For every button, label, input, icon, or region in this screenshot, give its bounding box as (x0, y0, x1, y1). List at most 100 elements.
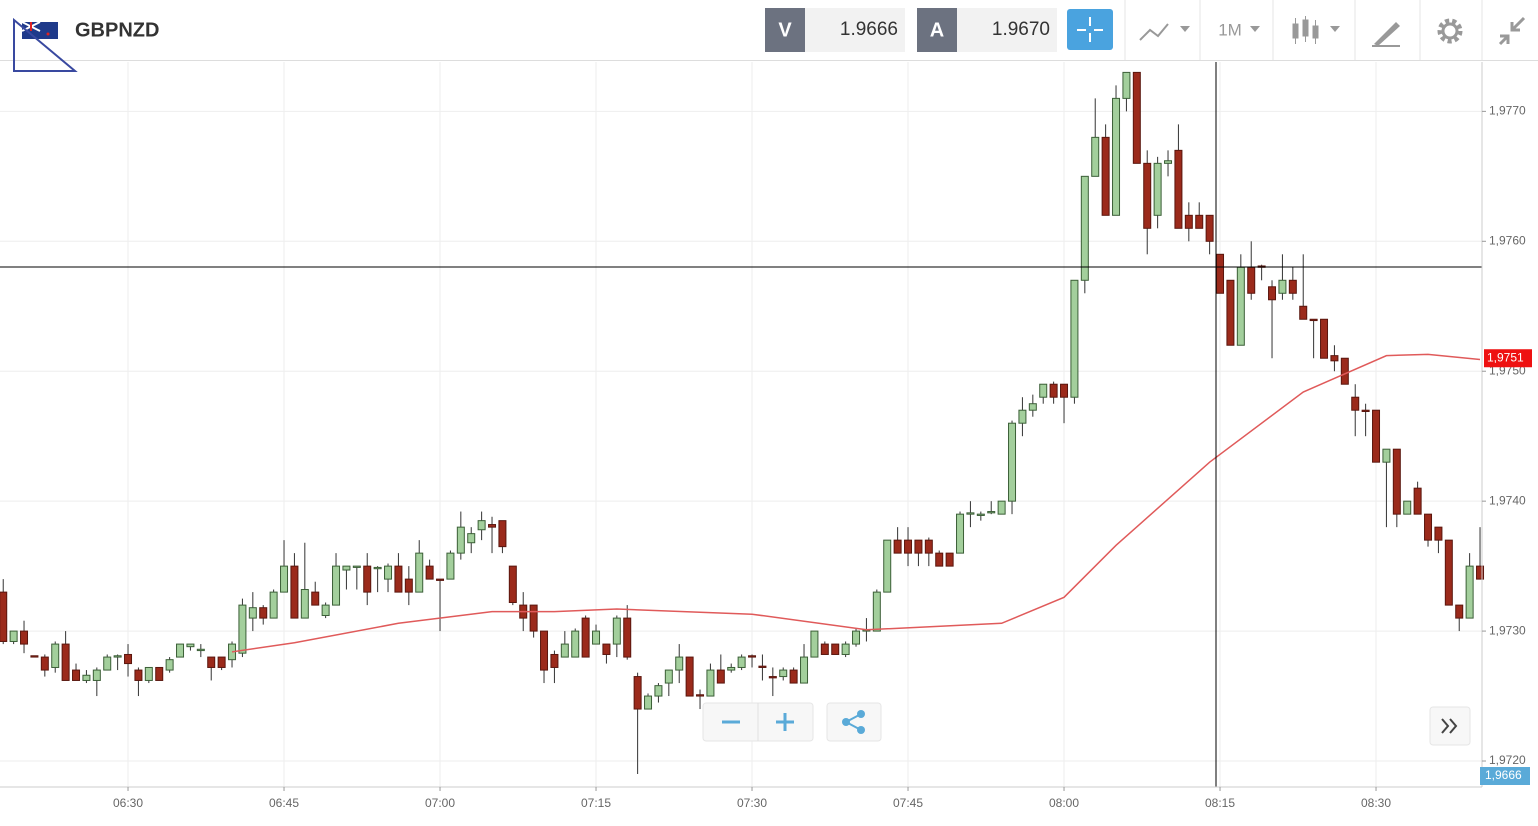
chart-type-button[interactable] (1139, 23, 1190, 41)
sell-price[interactable]: 1.9666 (840, 19, 898, 40)
candle-body (810, 630, 819, 658)
draw-button[interactable] (1372, 22, 1400, 47)
candle-body (321, 604, 330, 616)
bid-price-label: 1,9666 (1485, 768, 1522, 782)
candle-body (529, 604, 538, 632)
candle-body (498, 520, 507, 548)
candle-body (893, 539, 902, 554)
candle-body (373, 566, 382, 570)
candle-body (363, 565, 372, 593)
ma-price-label: 1,9751 (1487, 350, 1524, 364)
candle-body (654, 685, 663, 697)
candle-body (1101, 136, 1110, 216)
y-tick-label: 1,9760 (1489, 233, 1526, 247)
candle-body (488, 524, 497, 528)
moving-average (231, 353, 1481, 653)
candle-body (30, 655, 39, 658)
candle-body (644, 695, 653, 710)
candle-body (9, 630, 18, 642)
timeframe-button[interactable]: 1M (1218, 20, 1260, 39)
candle-type-button[interactable] (1292, 16, 1340, 44)
candle-body (820, 643, 829, 655)
candle-body (1278, 279, 1287, 294)
candle-body (342, 565, 351, 571)
candle-body (675, 656, 684, 671)
candle-body (1444, 539, 1453, 606)
buy-label[interactable]: A (930, 19, 944, 41)
candle-body (956, 513, 965, 554)
candle-body (1039, 383, 1048, 398)
y-tick-label: 1,9740 (1489, 493, 1526, 507)
candle-body (1465, 565, 1474, 619)
candle-body (987, 511, 996, 514)
candle-body (1143, 162, 1152, 229)
candle-body (300, 589, 309, 619)
candle-body (103, 656, 112, 671)
candle-body (706, 669, 715, 697)
candle-body (1236, 266, 1245, 346)
candle-body (883, 539, 892, 593)
candle-body (1122, 71, 1131, 99)
candle-body (248, 607, 257, 619)
candle-body (1153, 162, 1162, 216)
buy-button[interactable]: A 1.9670 (917, 8, 1057, 52)
candle-body (935, 552, 944, 567)
candle-body (134, 669, 143, 681)
candle-body (1216, 253, 1225, 294)
candle-body (997, 500, 1006, 515)
candle-body (1361, 409, 1370, 413)
zoom-controls[interactable] (702, 702, 814, 742)
candle-body (1018, 409, 1027, 424)
x-tick-label: 08:00 (1049, 796, 1079, 810)
candle-body (1049, 383, 1058, 398)
candle-body (259, 607, 268, 619)
timeframe[interactable]: 1M (1218, 20, 1242, 39)
candle-body (394, 565, 403, 593)
candle-body (1330, 355, 1339, 362)
scroll-right-button[interactable] (1429, 706, 1471, 746)
candle-body (758, 665, 767, 668)
settings-button[interactable] (1437, 18, 1463, 44)
candle-body (789, 669, 798, 684)
candle-body (51, 643, 60, 668)
sell-label[interactable]: V (778, 19, 792, 41)
candle-body (550, 653, 559, 668)
candle-body (685, 656, 694, 697)
candle-body (456, 526, 465, 554)
candle-body (592, 630, 601, 645)
candle-body (384, 565, 393, 580)
x-tick-label: 07:15 (581, 796, 611, 810)
collapse-button[interactable] (1498, 16, 1526, 46)
candle-body (311, 591, 320, 606)
candle-body (1184, 214, 1193, 229)
candle-body (20, 630, 29, 645)
candle-body (1008, 422, 1017, 502)
candle-body (800, 656, 809, 684)
candle-body (571, 630, 580, 658)
candle-body (113, 655, 122, 658)
candle-body (72, 669, 81, 681)
candle-body (1382, 448, 1391, 463)
x-tick-label: 07:30 (737, 796, 767, 810)
candle-body (1164, 160, 1173, 164)
x-tick-label: 07:00 (425, 796, 455, 810)
candle-body (852, 630, 861, 645)
share-button[interactable] (826, 702, 882, 742)
x-tick-label: 08:30 (1361, 796, 1391, 810)
candle-body (165, 659, 174, 671)
candle-body (352, 565, 361, 568)
candle-body (623, 617, 632, 658)
candle-body (207, 656, 216, 668)
candle-body (748, 655, 757, 658)
buy-price[interactable]: 1.9670 (992, 19, 1050, 40)
ma-price-marker (1484, 349, 1532, 368)
candle-body (768, 676, 777, 679)
candle-body (467, 533, 476, 544)
y-tick-label: 1,9730 (1489, 623, 1526, 637)
sell-button[interactable]: V 1.9666 (765, 8, 905, 52)
candle-body (716, 669, 725, 684)
crosshair-button[interactable] (1067, 9, 1113, 50)
candle-body (446, 552, 455, 580)
